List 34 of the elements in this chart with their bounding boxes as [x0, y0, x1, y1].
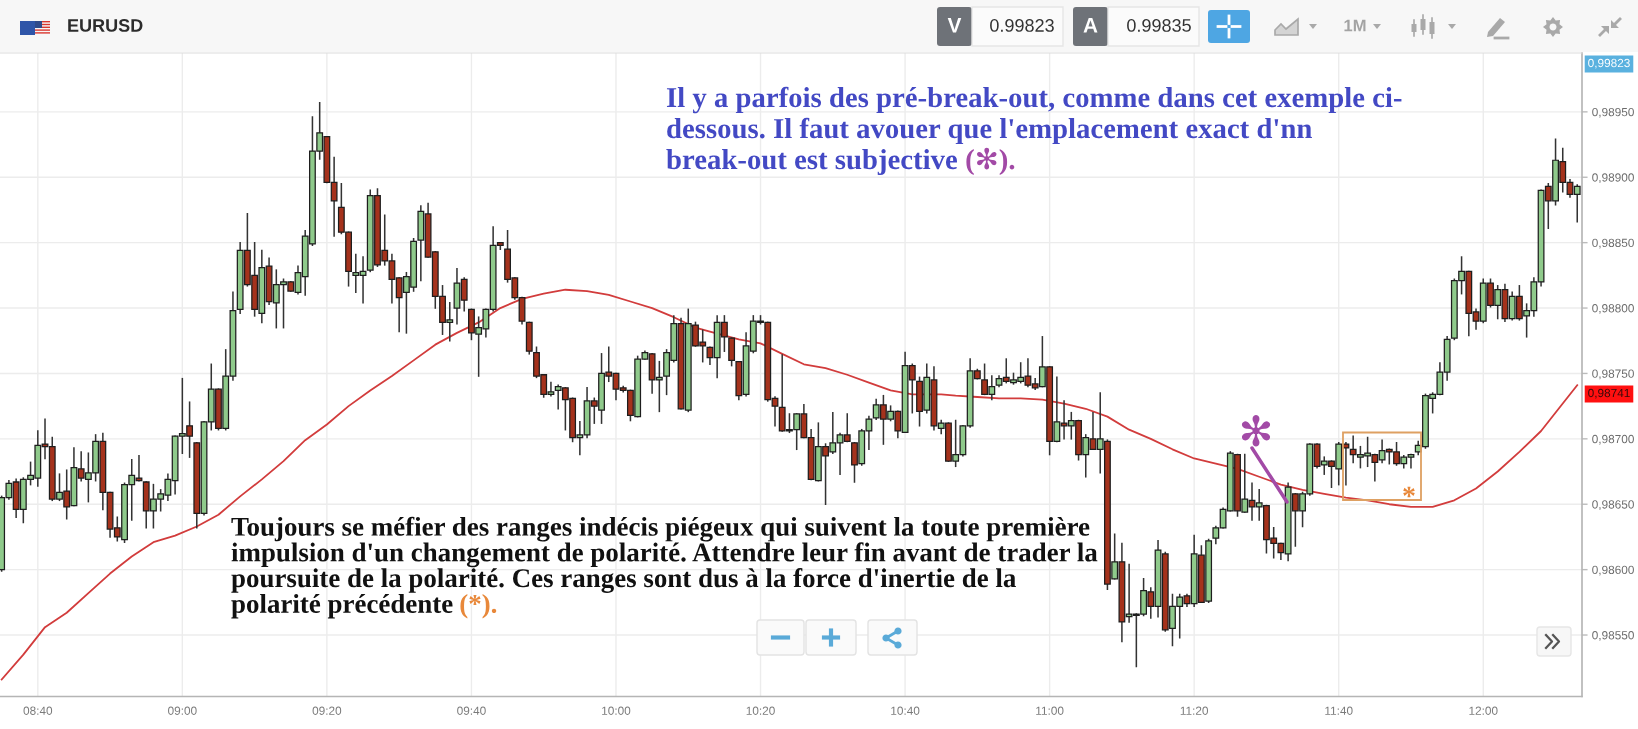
- text: 0.99835: [1127, 19, 1191, 32]
- x-tick-label: 11:40: [1325, 706, 1353, 715]
- y-tick-label: 0,98750: [1592, 369, 1634, 380]
- x-tick-label: 10:20: [746, 706, 775, 715]
- y-tick-label: 0,98600: [1592, 565, 1634, 576]
- y-tick-label: 0,98850: [1592, 238, 1634, 249]
- x-tick-label: 08:40: [23, 706, 53, 715]
- x-tick-label: 09:00: [168, 706, 197, 715]
- y-tick-label: 0,98800: [1592, 304, 1634, 314]
- x-tick-label: 09:20: [312, 706, 342, 715]
- y-tick-label: 0,98550: [1592, 631, 1634, 641]
- y-tick-label: 0,98650: [1592, 500, 1634, 511]
- x-tick-label: 10:00: [602, 706, 631, 715]
- y-tick-label: 0,98700: [1592, 434, 1634, 445]
- text: 0,98741: [1588, 388, 1630, 399]
- text: 1M: [1344, 19, 1366, 32]
- annotation: ✻: [1241, 415, 1271, 447]
- text: A: [1083, 18, 1098, 33]
- annotation: Toujours se méfier des ranges indécis piégeux qui suivent la toute première impulsion d'un changement de polarité. Attendre leur fin avant de trader la poursuite de la polarité. Ces ranges sont dus à la force d'inertie de la polarité précédente (*).: [231, 516, 1098, 619]
- x-tick-label: 10:40: [891, 706, 920, 715]
- chart-title: EURUSD: [68, 19, 143, 32]
- x-tick-label: 11:00: [1036, 706, 1064, 715]
- line-series: [0, 288, 1579, 681]
- y-tick-label: 0,98900: [1592, 173, 1634, 184]
- x-tick-label: 09:40: [457, 706, 486, 715]
- annotation: *: [1403, 486, 1415, 498]
- x-tick-label: 12:00: [1469, 706, 1498, 715]
- annotation: Il y a parfois des pré-break-out, comme dans cet exemple ci- dessous. Il faut avouer que l'emplacement exact d'nn break-out est subjective (✻).: [666, 86, 1402, 176]
- text: 0.99823: [990, 19, 1054, 32]
- candlestick: [728, 337, 736, 367]
- text: V: [947, 18, 962, 33]
- x-tick-label: 11:20: [1180, 706, 1209, 715]
- y-tick-label: 0,98950: [1592, 107, 1634, 118]
- text: 0,99823: [1588, 58, 1630, 69]
